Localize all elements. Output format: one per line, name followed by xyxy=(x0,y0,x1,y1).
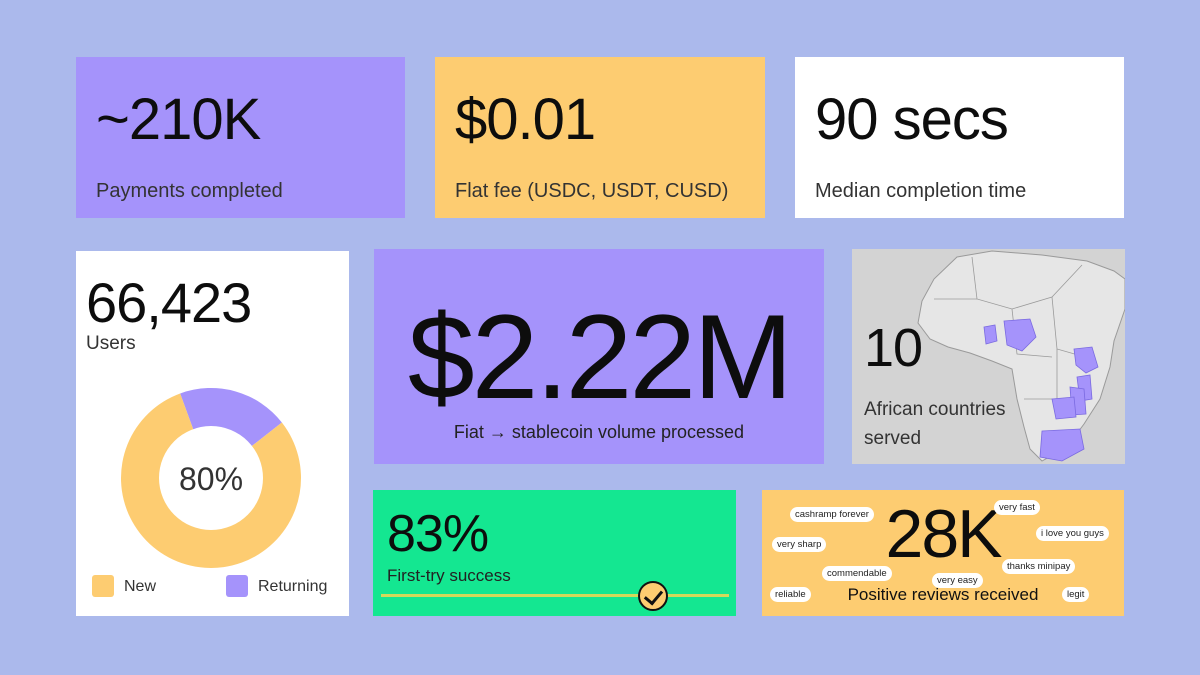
payments-value: ~210K xyxy=(96,87,261,152)
review-tag: thanks minipay xyxy=(1002,559,1076,575)
countries-label: African countries served xyxy=(864,399,1006,450)
legend-returning-swatch xyxy=(226,575,248,597)
volume-value: $2.22M xyxy=(407,290,793,424)
legend-new-swatch xyxy=(92,575,114,597)
country-highlight xyxy=(1003,318,1037,352)
countries-value: 10 xyxy=(864,318,923,378)
review-tag: legit xyxy=(1062,587,1090,603)
reviews-label: Positive reviews received xyxy=(847,585,1039,604)
legend-new-label: New xyxy=(124,578,157,595)
success-value: 83% xyxy=(387,505,489,563)
fee-card: $0.01 Flat fee (USDC, USDT, CUSD) xyxy=(435,57,765,218)
checkmark-icon xyxy=(638,581,668,611)
users-card: 66,423 Users 80% New Returning xyxy=(76,251,349,616)
review-tag: very sharp xyxy=(772,537,827,553)
success-progress-line xyxy=(381,594,729,597)
donut-center-label: 80% xyxy=(179,461,243,497)
users-donut-chart: 80% xyxy=(121,388,301,568)
time-card: 90 secs Median completion time xyxy=(795,57,1124,218)
africa-map xyxy=(917,250,1125,462)
review-tag: i love you guys xyxy=(1036,526,1109,542)
volume-label: Fiat → stablecoin volume processed xyxy=(453,422,745,442)
review-tag: very fast xyxy=(994,500,1040,516)
country-highlight xyxy=(1073,346,1099,374)
reviews-card: 28K Positive reviews received cashramp f… xyxy=(762,490,1124,616)
time-value: 90 secs xyxy=(815,87,1009,152)
country-highlight xyxy=(983,324,998,345)
users-label: Users xyxy=(86,333,136,354)
users-value: 66,423 xyxy=(86,271,252,334)
review-tag: reliable xyxy=(770,587,811,603)
review-tag: cashramp forever xyxy=(790,507,874,523)
time-label: Median completion time xyxy=(815,180,1027,202)
success-card: 83% First-try success xyxy=(373,490,736,616)
reviews-value: 28K xyxy=(885,496,1003,572)
country-highlight xyxy=(1039,428,1085,462)
legend-returning-label: Returning xyxy=(258,578,328,595)
success-label: First-try success xyxy=(387,566,511,585)
country-highlight xyxy=(1051,396,1077,420)
donut-hole xyxy=(159,426,263,530)
fee-label: Flat fee (USDC, USDT, CUSD) xyxy=(455,180,729,202)
payments-label: Payments completed xyxy=(96,180,283,202)
fee-value: $0.01 xyxy=(455,87,596,152)
countries-card: 10 African countries served xyxy=(852,249,1125,464)
volume-card: $2.22M Fiat → stablecoin volume processe… xyxy=(374,249,824,464)
payments-card: ~210K Payments completed xyxy=(76,57,405,218)
review-tag: commendable xyxy=(822,566,892,582)
review-tag: very easy xyxy=(932,573,983,589)
